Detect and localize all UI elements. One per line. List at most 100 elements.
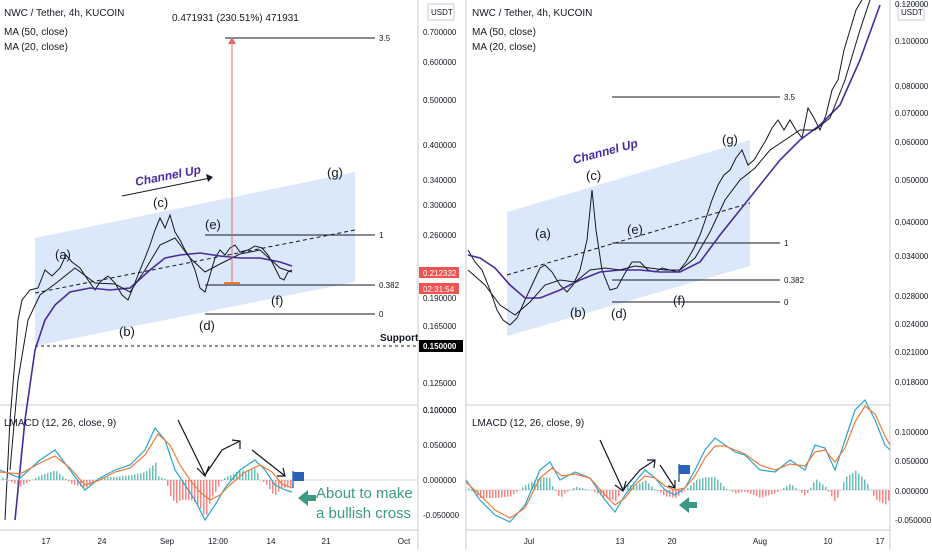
histogram-bar xyxy=(582,488,584,490)
histogram-bar xyxy=(789,484,791,490)
histogram-bar xyxy=(567,490,569,492)
histogram-bar xyxy=(104,476,106,480)
histogram-bar xyxy=(209,480,211,504)
histogram-bar xyxy=(17,480,19,485)
left-currency-box[interactable] xyxy=(427,3,455,21)
histogram-bar xyxy=(666,490,668,497)
left-zigzag-head-1 xyxy=(196,465,210,478)
right-zigzag-head-1 xyxy=(614,480,627,492)
histogram-bar xyxy=(615,490,617,502)
left-fib-label-0.382: 0.382 xyxy=(379,281,400,290)
histogram-bar xyxy=(738,490,740,493)
histogram-bar xyxy=(44,473,46,480)
left-macd-tick: 0.100000 xyxy=(423,406,457,415)
histogram-bar xyxy=(266,480,268,485)
histogram-bar xyxy=(879,490,881,502)
histogram-bar xyxy=(852,472,854,490)
right-price-tick: 0.040000 xyxy=(895,218,929,227)
histogram-bar xyxy=(735,490,737,494)
histogram-bar xyxy=(155,462,157,480)
right-macd-tick: 0.100000 xyxy=(895,428,929,437)
right-signal-line xyxy=(465,405,891,519)
left-macd-label: LMACD (12, 26, close, 9) xyxy=(4,418,116,429)
left-channel-label: Channel Up xyxy=(134,162,202,188)
histogram-bar xyxy=(585,488,587,490)
histogram-bar xyxy=(537,478,539,490)
histogram-bar xyxy=(224,477,226,480)
histogram-bar xyxy=(816,479,818,490)
left-price-tick: 0.340000 xyxy=(423,176,457,185)
right-channel-label: Channel Up xyxy=(571,136,639,167)
right-time-ticks: Jul 13 20 Aug 10 17 xyxy=(524,537,885,546)
histogram-bar xyxy=(92,480,94,483)
histogram-bar xyxy=(176,480,178,504)
left-countdown: 02:31:54 xyxy=(423,285,455,294)
histogram-bar xyxy=(801,490,803,493)
left-time-tick: 14 xyxy=(267,537,276,546)
histogram-bar xyxy=(23,480,25,485)
left-price-tick: 0.125000 xyxy=(423,379,457,388)
left-price-tick: 0.190000 xyxy=(423,294,457,303)
left-macd-ticks: 0.100000 0.050000 0.000000 -0.050000 xyxy=(423,406,460,520)
right-price-tick: 0.028000 xyxy=(895,292,929,301)
left-zigzag-head-2 xyxy=(231,439,241,449)
histogram-bar xyxy=(813,482,815,490)
histogram-bar xyxy=(846,476,848,490)
histogram-bar xyxy=(705,477,707,490)
histogram-bar xyxy=(107,476,109,480)
histogram-bar xyxy=(546,477,548,490)
histogram-bar xyxy=(729,490,731,491)
histogram-bar xyxy=(2,477,4,480)
right-ma20-legend: MA (20, close) xyxy=(472,42,536,53)
histogram-bar xyxy=(62,476,64,480)
histogram-bar xyxy=(576,487,578,490)
histogram-bar xyxy=(495,490,497,498)
histogram-bar xyxy=(254,468,256,480)
histogram-bar xyxy=(861,476,863,490)
left-time-tick: Sep xyxy=(160,537,175,546)
histogram-bar xyxy=(272,480,274,494)
histogram-bar xyxy=(215,480,217,492)
histogram-bar xyxy=(570,489,572,491)
histogram-bar xyxy=(167,480,169,486)
left-fib-label-1: 1 xyxy=(379,231,384,240)
right-ma50-legend: MA (50, close) xyxy=(472,27,536,38)
left-time-tick: 17 xyxy=(42,537,51,546)
histogram-bar xyxy=(849,474,851,490)
left-macd-tick: 0.050000 xyxy=(423,441,457,450)
left-price-ticks: 0.700000 0.600000 0.500000 0.400000 0.340000… xyxy=(423,28,457,415)
histogram-bar xyxy=(191,480,193,501)
histogram-bar xyxy=(561,490,563,497)
histogram-bar xyxy=(807,490,809,493)
left-macd-zigzag xyxy=(177,419,241,477)
left-ma20-line xyxy=(9,237,293,471)
left-time-tick: 21 xyxy=(322,537,331,546)
histogram-bar xyxy=(65,478,67,480)
histogram-bar xyxy=(618,490,620,497)
histogram-bar xyxy=(116,476,118,480)
left-fib-label-0: 0 xyxy=(379,310,384,319)
right-currency-box[interactable] xyxy=(897,3,925,21)
right-price-tick: 0.021000 xyxy=(895,348,929,357)
histogram-bar xyxy=(780,490,782,491)
histogram-bar xyxy=(873,490,875,496)
histogram-bar xyxy=(525,485,527,490)
histogram-bar xyxy=(185,480,187,500)
histogram-bar xyxy=(513,490,515,495)
histogram-bar xyxy=(275,480,277,496)
histogram-bar xyxy=(588,489,590,491)
right-price-tick: 0.034000 xyxy=(895,252,929,261)
right-wave-c: (c) xyxy=(586,168,601,183)
histogram-bar xyxy=(131,474,133,480)
histogram-bar xyxy=(290,480,292,487)
histogram-bar xyxy=(855,470,857,490)
left-price-tick: 0.600000 xyxy=(423,58,457,67)
histogram-bar xyxy=(41,474,43,480)
histogram-bar xyxy=(486,490,488,498)
right-flag-icon xyxy=(679,465,690,474)
left-price-tick: 0.500000 xyxy=(423,96,457,105)
histogram-bar xyxy=(522,487,524,490)
histogram-bar xyxy=(218,480,220,487)
left-wave-f: (f) xyxy=(271,293,283,308)
